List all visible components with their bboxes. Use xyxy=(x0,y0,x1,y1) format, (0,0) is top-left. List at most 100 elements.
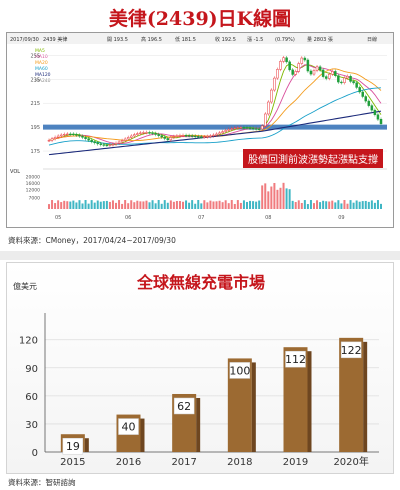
candle-body xyxy=(300,57,304,64)
candle-body xyxy=(62,134,66,136)
volume-bar xyxy=(227,203,230,209)
candle-body xyxy=(367,100,371,106)
unit-label: 億美元 xyxy=(13,282,37,291)
candle-body xyxy=(212,134,215,137)
y-tick-label: 60 xyxy=(25,392,38,403)
candle-body xyxy=(340,81,343,84)
month-tick: 07 xyxy=(198,215,204,221)
volume-bar xyxy=(331,200,334,209)
value-label-box xyxy=(62,437,84,455)
candle-body xyxy=(75,134,78,136)
volume-bar xyxy=(370,200,373,209)
volume-bar xyxy=(60,202,63,209)
candle-body xyxy=(154,133,157,135)
candle-body xyxy=(142,132,145,134)
volume-bar xyxy=(340,203,343,209)
volume-bar xyxy=(115,202,118,209)
volume-bar xyxy=(194,203,197,209)
candle-body xyxy=(349,75,352,82)
volume-bar xyxy=(197,200,200,209)
x-tick-label: 2019 xyxy=(283,457,308,468)
month-tick: 06 xyxy=(125,215,131,221)
candle-body xyxy=(321,69,325,77)
volume-bar xyxy=(264,183,267,209)
volume-bar xyxy=(328,201,331,209)
section-divider xyxy=(0,251,400,260)
volume-tick: 20000 xyxy=(26,174,40,180)
candle-body xyxy=(193,135,197,138)
volume-bar xyxy=(51,200,54,209)
volume-bar xyxy=(127,203,130,209)
value-label-box xyxy=(340,341,362,359)
volume-bar xyxy=(267,191,270,209)
volume-bar xyxy=(218,200,221,209)
volume-bar xyxy=(203,200,206,209)
bar-shade xyxy=(307,351,312,452)
candle-body xyxy=(84,137,87,139)
candle-body xyxy=(139,132,142,134)
candle-body xyxy=(257,128,261,130)
kline-quote-item: 低 181.5 xyxy=(175,36,196,43)
volume-bar xyxy=(239,202,242,209)
volume-bar xyxy=(163,200,166,209)
volume-bar xyxy=(63,200,66,209)
candle-body xyxy=(373,109,377,115)
bar-shade xyxy=(84,438,89,452)
y-tick-label: 0 xyxy=(32,448,38,459)
volume-bar xyxy=(224,200,227,209)
volume-label: VOL xyxy=(10,169,20,175)
volume-bar xyxy=(236,200,239,209)
kline-quote-item: 開 193.5 xyxy=(107,37,128,43)
candle-body xyxy=(376,114,380,120)
candle-body xyxy=(59,134,63,137)
candle-body xyxy=(93,141,96,144)
value-label-box xyxy=(118,418,139,435)
volume-bar xyxy=(367,201,370,209)
value-label: 19 xyxy=(66,440,80,453)
ma120-line xyxy=(48,110,382,156)
candle-body xyxy=(96,142,99,145)
volume-bar xyxy=(172,201,175,209)
ma-line xyxy=(48,63,382,146)
ma-legend-item: MA20 xyxy=(35,60,48,66)
volume-bar xyxy=(200,203,203,209)
volume-bar xyxy=(93,202,96,209)
candle-body xyxy=(279,61,282,70)
volume-bar xyxy=(255,201,258,209)
volume-bar xyxy=(151,200,154,209)
kline-title: 美律(2439)日K線圖 xyxy=(108,8,292,30)
volume-bar xyxy=(361,201,364,209)
volume-bar xyxy=(157,200,160,209)
candle-body xyxy=(126,137,130,140)
candle-body xyxy=(102,144,106,146)
volume-bar xyxy=(130,200,133,209)
bar-chart-title: 全球無線充電市場 xyxy=(136,273,265,292)
x-tick-label: 2020年 xyxy=(333,455,368,468)
kline-quote-item: 收 192.5 xyxy=(215,36,236,43)
candle-body xyxy=(47,140,51,142)
candle-body xyxy=(117,141,121,144)
bar-source: 資料來源：智研諮詢 xyxy=(8,478,76,487)
candle-body xyxy=(276,69,279,79)
volume-bar xyxy=(96,200,99,209)
volume-bar xyxy=(288,189,291,209)
candle-body xyxy=(221,131,224,134)
bar-chart-svg: 0 30 60 90 120 19 2015 40 2016 62 2017 100 2018 112 20… xyxy=(19,313,379,468)
value-label: 100 xyxy=(229,364,250,377)
volume-bar xyxy=(306,204,309,209)
candle-body xyxy=(105,144,109,147)
volume-bar xyxy=(252,201,255,209)
volume-bar xyxy=(245,201,248,209)
candle-body xyxy=(169,137,173,141)
volume-bar xyxy=(148,202,151,209)
candle-body xyxy=(239,127,243,129)
volume-bar xyxy=(87,203,90,209)
candle-body xyxy=(50,138,54,141)
y-tick-label: 90 xyxy=(25,364,38,375)
support-line xyxy=(43,124,387,130)
volume-bar xyxy=(242,200,245,209)
volume-bar xyxy=(175,200,178,209)
candle-body xyxy=(233,127,237,129)
candle-body xyxy=(200,136,203,138)
volume-bar xyxy=(139,201,142,209)
